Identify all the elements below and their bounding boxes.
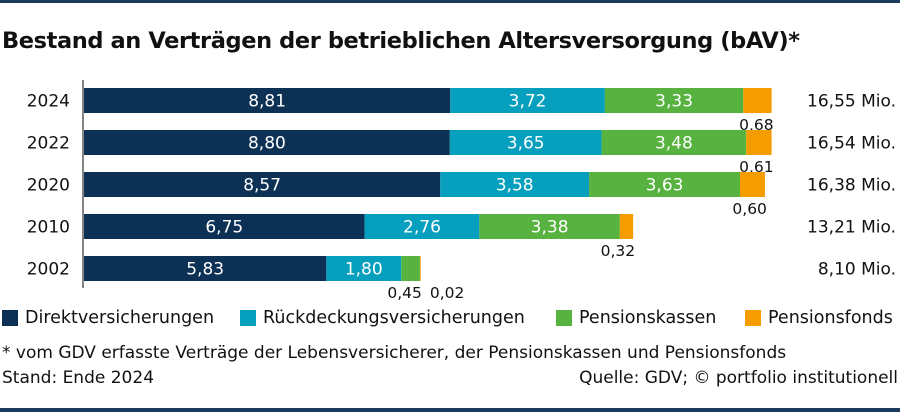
y-tick-label: 2010: [27, 218, 70, 238]
bar-value-label: 3,58: [496, 176, 534, 196]
chart-title: Bestand an Verträgen der betrieblichen A…: [2, 28, 800, 54]
bar-segment: [604, 88, 744, 113]
bar-value-label: 0,68: [739, 116, 774, 134]
bar-segment: [440, 172, 590, 197]
legend: Direktversicherungen Rückdeckungsversich…: [0, 308, 900, 332]
bar-segment: [84, 88, 451, 113]
bar-value-label: 0,45: [387, 284, 422, 302]
top-rule: [0, 0, 900, 3]
bar-value-label: 6,75: [205, 218, 243, 238]
bar-value-label: 0,02: [430, 284, 465, 302]
bar-segment: [743, 88, 772, 113]
legend-swatch: [240, 310, 256, 326]
bar-value-label: 3,33: [655, 92, 693, 112]
legend-label: Pensionsfonds: [768, 308, 893, 328]
bar-value-label: 3,38: [531, 218, 569, 238]
date-note: Stand: Ende 2024: [2, 368, 155, 388]
y-tick-label: 2024: [27, 92, 70, 112]
y-tick-label: 2022: [27, 134, 70, 154]
bar-value-label: 3,48: [655, 134, 693, 154]
bar-segment: [619, 214, 634, 239]
bar-segment: [84, 256, 327, 281]
bar-segment: [84, 214, 365, 239]
bar-value-label: 8,81: [248, 92, 286, 112]
bar-value-label: 2,76: [403, 218, 441, 238]
y-tick-label: 2020: [27, 176, 70, 196]
bar-segment: [746, 130, 772, 155]
bar-segment: [450, 88, 605, 113]
bar-segment: [739, 172, 765, 197]
bar-segment: [479, 214, 620, 239]
total-label: 16,38 Mio.: [807, 176, 896, 196]
bar-value-label: 3,72: [509, 92, 547, 112]
bar-chart: 2024 8,81 3,72 3,33 0,68 16,55 Mio. 2022 8,80 3,…: [27, 80, 896, 302]
bar-value-label: 0,60: [732, 200, 767, 218]
bar-segment: [401, 256, 420, 281]
bar-segment: [326, 256, 402, 281]
total-label: 13,21 Mio.: [807, 218, 896, 238]
legend-swatch: [2, 310, 18, 326]
bar-value-label: 5,83: [186, 260, 224, 280]
legend-item-pensionskassen: Pensionskassen: [556, 308, 716, 328]
total-label: 8,10 Mio.: [818, 260, 896, 280]
bar-value-label: 1,80: [345, 260, 383, 280]
bar-segment: [419, 256, 421, 281]
bar-value-label: 3,65: [507, 134, 545, 154]
bar-value-label: 0,61: [739, 158, 774, 176]
legend-label: Rückdeckungsversicherungen: [263, 308, 525, 328]
bar-segment: [364, 214, 480, 239]
bar-value-label: 8,57: [243, 176, 281, 196]
legend-label: Pensionskassen: [579, 308, 717, 328]
legend-item-direktversicherungen: Direktversicherungen: [2, 308, 214, 328]
bar-value-label: 8,80: [248, 134, 286, 154]
legend-swatch: [556, 310, 572, 326]
legend-label: Direktversicherungen: [25, 308, 215, 328]
bottom-rule: [0, 408, 900, 412]
legend-item-rueckdeckungsversicherungen: Rückdeckungsversicherungen: [240, 308, 525, 328]
legend-swatch: [745, 310, 761, 326]
bar-segment: [589, 172, 740, 197]
source-note: Quelle: GDV; © portfolio institutionell: [579, 368, 898, 388]
bar-value-label: 3,63: [646, 176, 684, 196]
bar-segment: [601, 130, 747, 155]
total-label: 16,54 Mio.: [807, 134, 896, 154]
bar-segment: [84, 172, 441, 197]
bar-segment: [449, 130, 602, 155]
footnote: * vom GDV erfasste Verträge der Lebensve…: [2, 343, 787, 363]
legend-item-pensionsfonds: Pensionsfonds: [745, 308, 893, 328]
y-tick-label: 2002: [27, 260, 70, 280]
total-label: 16,55 Mio.: [807, 92, 896, 112]
bar-value-label: 0,32: [601, 242, 636, 260]
bar-segment: [84, 130, 450, 155]
